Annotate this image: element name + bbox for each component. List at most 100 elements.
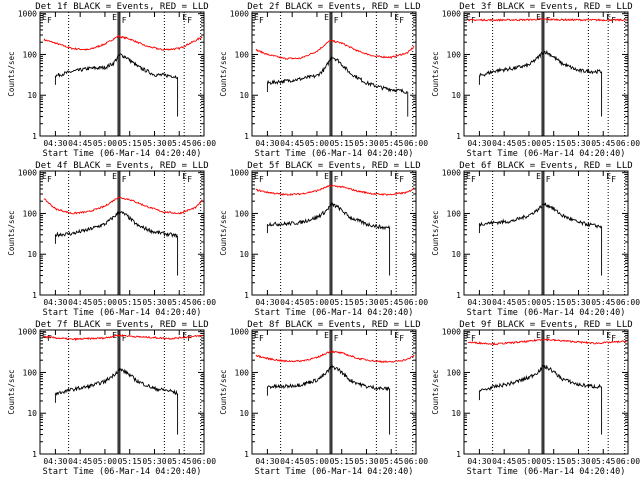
events-series-line [479, 49, 602, 77]
x-axis-label: Start Time (06-Mar-14 04:20:40) [255, 308, 414, 318]
detector-panel: Det 3f BLACK = Events, RED = LLD 1 10 100 10… [431, 2, 640, 159]
plot-frame [463, 329, 629, 455]
marker-label: F [611, 175, 616, 184]
x-tick-label: 04:30 [43, 457, 67, 466]
events-series-line [54, 210, 178, 238]
panel-title: Det 3f BLACK = Events, RED = LLD [459, 2, 632, 12]
marker-label: F [47, 334, 52, 343]
x-tick-label: 05:30 [566, 298, 590, 307]
x-tick-label: 05:30 [142, 457, 166, 466]
lld-series-line [255, 350, 415, 363]
lld-series-line [255, 39, 415, 60]
y-tick-label: 1 [244, 450, 249, 459]
detector-panel: Det 4f BLACK = Events, RED = LLD 1 10 100 10… [7, 161, 216, 318]
detector-panel: Det 8f BLACK = Events, RED = LLD 1 10 100 10… [219, 320, 428, 477]
marker-label: F [259, 16, 264, 25]
x-axis-label: Start Time (06-Mar-14 04:20:40) [43, 467, 202, 477]
y-axis-label: Counts/sec [219, 51, 228, 96]
y-tick-label: 100 [23, 368, 38, 377]
x-tick-label: 04:30 [467, 457, 491, 466]
x-tick-label: 04:30 [43, 139, 67, 148]
x-tick-label: 05:15 [330, 457, 354, 466]
y-tick-label: 100 [235, 50, 250, 59]
marker-label: F [471, 175, 476, 184]
plot-frame [39, 170, 205, 296]
y-tick-label: 1 [244, 132, 249, 141]
marker-label: F [471, 334, 476, 343]
x-tick-label: 05:15 [542, 298, 566, 307]
y-tick-label: 10 [27, 91, 37, 100]
x-tick-label: 06:00 [404, 298, 428, 307]
y-axis-label: Counts/sec [431, 210, 440, 255]
x-tick-label: 05:30 [566, 139, 590, 148]
marker-label: F [334, 175, 339, 184]
lld-series-line [43, 196, 203, 215]
events-series-line [266, 56, 408, 95]
x-tick-label: 04:30 [255, 298, 279, 307]
marker-label: E [42, 172, 47, 181]
x-axis-label: Start Time (06-Mar-14 04:20:40) [43, 149, 202, 159]
detector-panel: Det 9f BLACK = Events, RED = LLD 1 10 100 10… [431, 320, 640, 477]
y-tick-label: 10 [451, 91, 461, 100]
x-axis-label: Start Time (06-Mar-14 04:20:40) [255, 149, 414, 159]
y-tick-label: 10 [27, 250, 37, 259]
y-tick-label: 10 [27, 409, 37, 418]
x-tick-label: 05:00 [517, 457, 541, 466]
plot-frame [251, 170, 417, 296]
y-tick-label: 10 [451, 409, 461, 418]
marker-label: E [394, 172, 399, 181]
panel-title: Det 7f BLACK = Events, RED = LLD [35, 320, 208, 330]
marker-label: F [611, 16, 616, 25]
y-tick-label: 1000 [18, 328, 37, 337]
x-tick-label: 05:00 [305, 139, 329, 148]
lld-series-line [43, 333, 203, 342]
marker-label: E [42, 13, 47, 22]
panel-title: Det 8f BLACK = Events, RED = LLD [247, 320, 420, 330]
x-tick-label: 04:45 [280, 139, 304, 148]
y-tick-label: 1000 [230, 10, 249, 19]
plot-frame [251, 329, 417, 455]
marker-label: F [399, 16, 404, 25]
x-tick-label: 04:30 [467, 139, 491, 148]
marker-label: F [187, 175, 192, 184]
marker-label: F [122, 16, 127, 25]
marker-label: E [254, 331, 259, 340]
x-tick-label: 04:45 [492, 298, 516, 307]
marker-label: F [122, 175, 127, 184]
y-tick-label: 1000 [18, 169, 37, 178]
x-axis-label: Start Time (06-Mar-14 04:20:40) [467, 467, 626, 477]
lld-series-line [255, 184, 415, 197]
x-tick-label: 06:00 [192, 457, 216, 466]
lld-series-line [467, 338, 627, 346]
events-series-line [478, 202, 603, 229]
plot-frame [463, 11, 629, 137]
marker-label: E [42, 331, 47, 340]
marker-label: E [606, 13, 611, 22]
x-tick-label: 05:45 [591, 298, 615, 307]
marker-label: F [187, 16, 192, 25]
y-axis-label: Counts/sec [7, 210, 16, 255]
y-axis-label: Counts/sec [7, 369, 16, 414]
marker-label: E [182, 172, 187, 181]
x-tick-label: 04:30 [255, 457, 279, 466]
detector-panel: Det 2f BLACK = Events, RED = LLD 1 10 100 10… [219, 2, 428, 159]
y-tick-label: 1000 [442, 169, 461, 178]
marker-label: E [254, 172, 259, 181]
x-tick-label: 05:15 [118, 139, 142, 148]
marker-label: E [466, 172, 471, 181]
x-tick-label: 05:00 [93, 139, 117, 148]
x-tick-label: 05:45 [167, 139, 191, 148]
x-tick-label: 04:45 [68, 139, 92, 148]
y-tick-label: 100 [23, 209, 38, 218]
marker-label: F [334, 334, 339, 343]
x-tick-label: 05:45 [379, 298, 403, 307]
x-tick-label: 06:00 [616, 298, 640, 307]
marker-label: F [122, 334, 127, 343]
x-tick-label: 05:00 [517, 139, 541, 148]
marker-label: E [606, 331, 611, 340]
y-tick-label: 1 [32, 291, 37, 300]
events-series-line [267, 363, 391, 392]
x-tick-label: 05:45 [591, 139, 615, 148]
x-tick-label: 05:15 [542, 139, 566, 148]
